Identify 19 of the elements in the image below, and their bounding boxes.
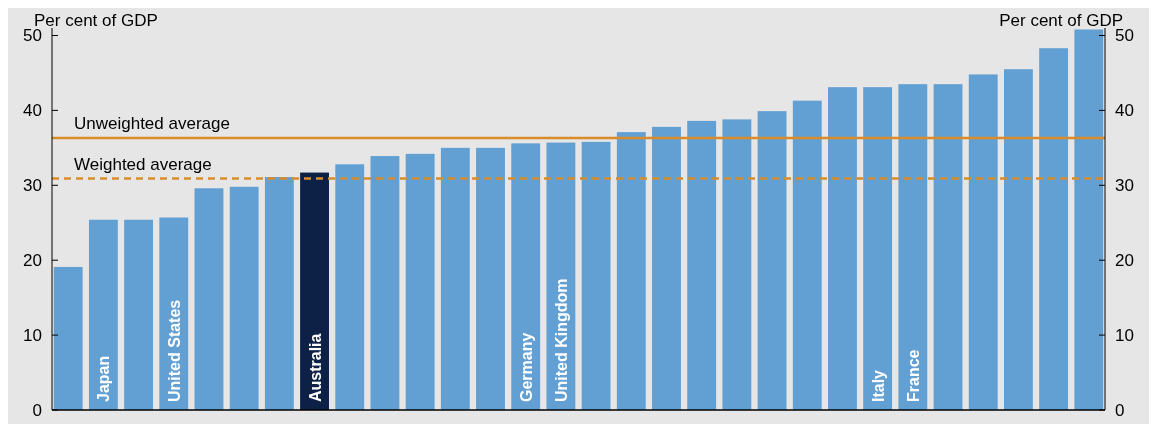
x-tick-label: Japan xyxy=(95,355,113,402)
ref-line-label: Unweighted average xyxy=(74,114,230,134)
y-tick-label: 10 xyxy=(23,326,42,346)
y2-tick-label: 10 xyxy=(1115,326,1134,346)
x-tick-label: United Kingdom xyxy=(552,278,570,402)
ref-line-label: Weighted average xyxy=(74,154,212,174)
x-tick-label: Italy xyxy=(869,369,887,402)
x-tick-label: United States xyxy=(165,299,183,402)
x-tick-label: Germany xyxy=(517,332,535,402)
y2-tick-label: 30 xyxy=(1115,176,1134,196)
y-tick-label: 30 xyxy=(23,176,42,196)
x-tick-label: France xyxy=(904,349,922,402)
y2-tick-label: 20 xyxy=(1115,251,1134,271)
y-tick-label: 40 xyxy=(23,101,42,121)
x-tick-label: Australia xyxy=(306,333,324,402)
y2-tick-label: 0 xyxy=(1115,400,1125,420)
y-tick-label: 0 xyxy=(32,400,42,420)
y-tick-label: 20 xyxy=(23,251,42,271)
y2-tick-label: 40 xyxy=(1115,101,1134,121)
